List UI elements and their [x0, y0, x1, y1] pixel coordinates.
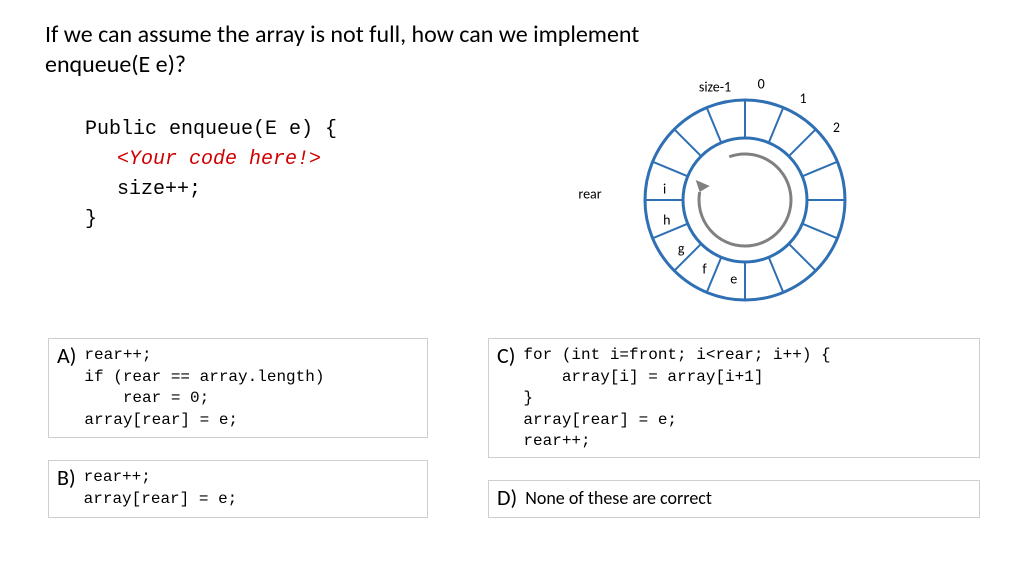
code-snippet: Public enqueue(E e) { <Your code here!> … — [85, 115, 337, 235]
svg-text:rear: rear — [578, 185, 601, 202]
code-line: Public enqueue(E e) { — [85, 115, 337, 145]
svg-text:2: 2 — [833, 119, 840, 136]
circular-array-diagram: 012size-1rearfrontihgfe — [545, 50, 975, 330]
code-line: } — [85, 205, 337, 235]
svg-text:f: f — [702, 260, 707, 277]
option-label: B) — [57, 467, 76, 489]
svg-text:size-1: size-1 — [699, 78, 731, 95]
code-line: size++; — [117, 175, 337, 205]
svg-text:1: 1 — [799, 90, 806, 107]
option-label: A) — [57, 345, 76, 367]
option-code: rear++; if (rear == array.length) rear =… — [84, 345, 324, 431]
option-text: None of these are correct — [525, 487, 712, 509]
svg-text:g: g — [678, 240, 685, 257]
code-placeholder: <Your code here!> — [117, 145, 337, 175]
heading-line2: enqueue(E e)? — [45, 50, 186, 79]
svg-text:i: i — [663, 180, 666, 197]
svg-text:e: e — [730, 271, 737, 288]
option-label: D) — [497, 487, 517, 509]
svg-text:0: 0 — [758, 75, 765, 92]
option-c[interactable]: C) for (int i=front; i<rear; i++) { arra… — [488, 338, 980, 458]
option-label: C) — [497, 345, 515, 367]
option-b[interactable]: B) rear++; array[rear] = e; — [48, 460, 428, 518]
option-d[interactable]: D) None of these are correct — [488, 480, 980, 518]
option-code: for (int i=front; i<rear; i++) { array[i… — [523, 345, 830, 453]
svg-text:h: h — [663, 211, 670, 228]
option-code: rear++; array[rear] = e; — [84, 467, 238, 510]
option-a[interactable]: A) rear++; if (rear == array.length) rea… — [48, 338, 428, 438]
heading-line1: If we can assume the array is not full, … — [45, 20, 639, 49]
